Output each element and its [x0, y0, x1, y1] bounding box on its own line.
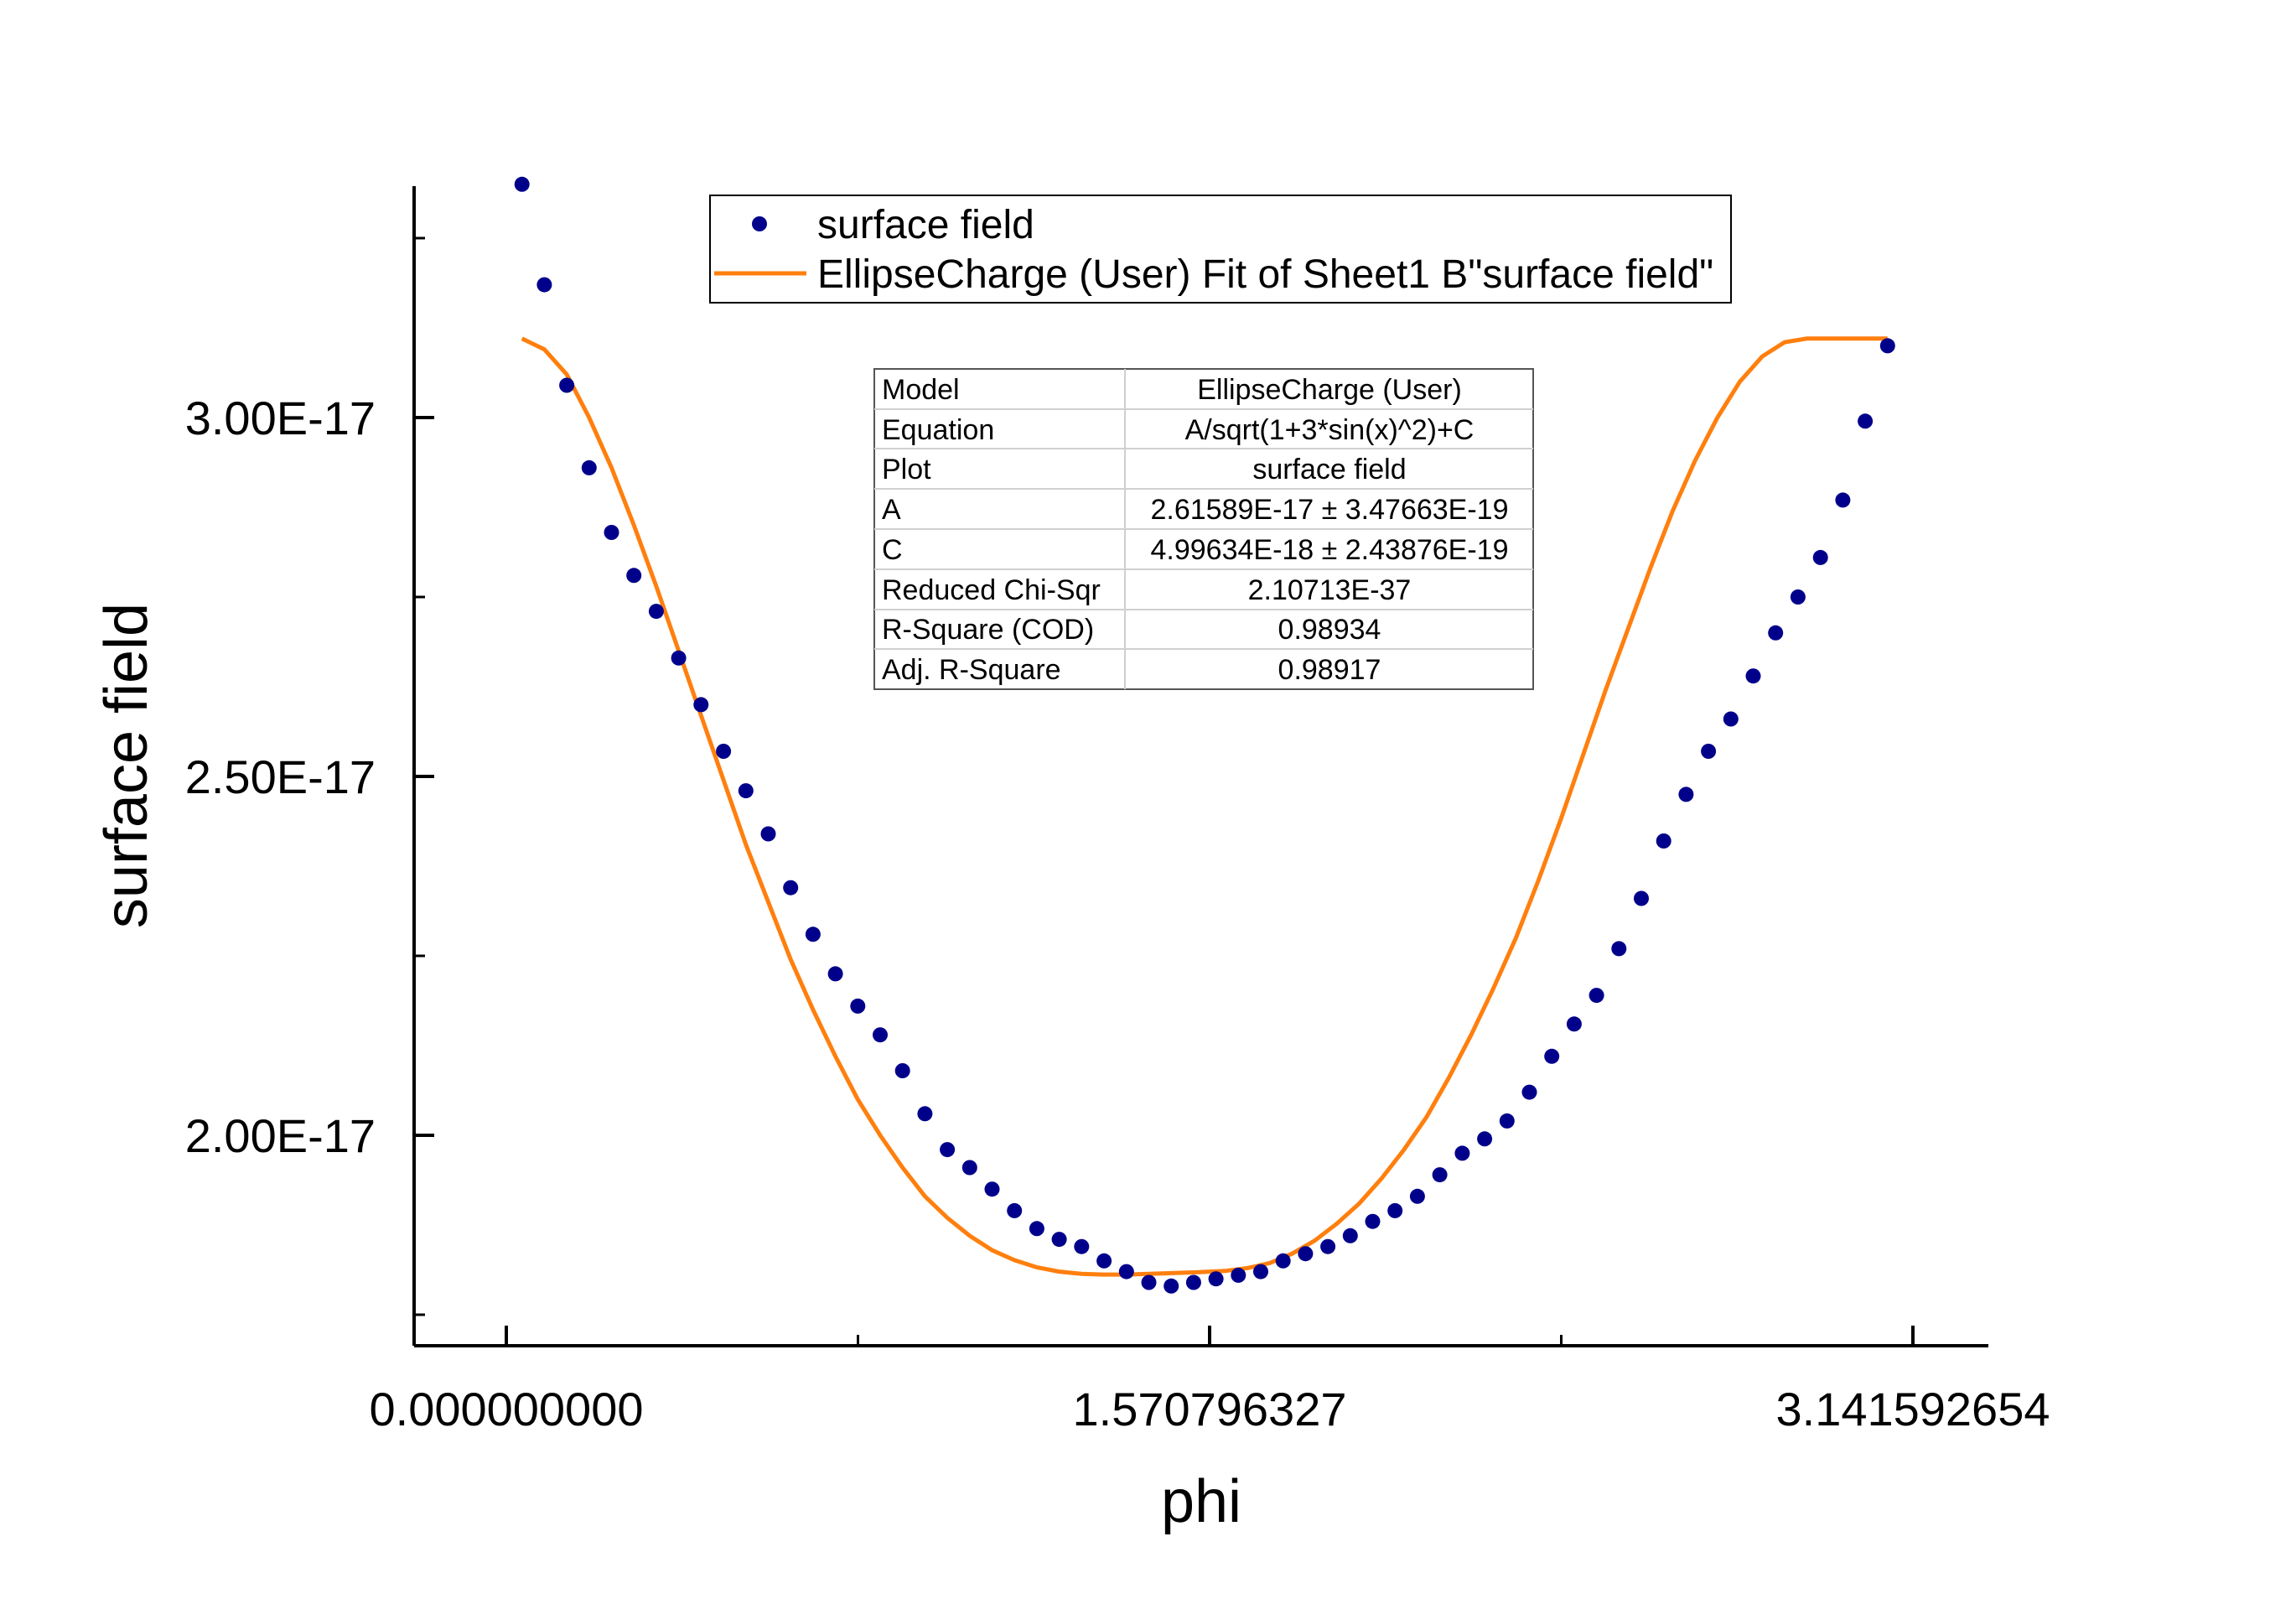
fit-table-value-a: 2.61589E-17 ± 3.47663E-19	[1151, 494, 1509, 526]
y-ticks: 2.00E-17 2.50E-17 3.00E-17	[185, 236, 434, 1316]
axes	[412, 186, 1988, 1347]
data-point	[1029, 1221, 1044, 1237]
legend: surface field EllipseCharge (User) Fit o…	[709, 195, 1732, 304]
fit-table-value-r-square: 0.98934	[1278, 614, 1381, 646]
data-point	[1521, 1084, 1537, 1100]
data-point	[1611, 941, 1627, 957]
data-point	[738, 783, 754, 799]
x-tick-label: 3.141592654	[1775, 1383, 2050, 1435]
data-point	[1231, 1267, 1246, 1283]
data-point	[1723, 711, 1739, 727]
data-point	[1589, 988, 1604, 1004]
fit-table: Model EllipseCharge (User) Equation A/sq…	[873, 368, 1534, 690]
data-point	[827, 966, 843, 982]
legend-box	[709, 195, 1732, 304]
data-point	[514, 176, 530, 192]
data-point	[1118, 1264, 1134, 1280]
data-point	[1499, 1113, 1515, 1129]
data-point	[783, 880, 799, 895]
data-point	[1275, 1253, 1291, 1269]
fit-table-key-a: A	[882, 494, 901, 526]
fit-table-value-adj-r-square: 0.98917	[1278, 654, 1381, 686]
x-ticks: 0.000000000 1.570796327 3.141592654	[369, 1326, 2050, 1435]
data-point	[1141, 1274, 1157, 1290]
y-axis-title: surface field	[93, 603, 160, 928]
y-tick-label: 2.00E-17	[185, 1109, 376, 1162]
data-point	[1745, 668, 1761, 684]
data-point	[1432, 1167, 1448, 1183]
data-point	[1051, 1232, 1067, 1248]
fit-table-key-adj-r-square: Adj. R-Square	[882, 654, 1061, 686]
data-point	[626, 568, 642, 584]
data-point	[1387, 1202, 1403, 1218]
data-point	[1790, 589, 1806, 605]
y-tick-label: 3.00E-17	[185, 392, 376, 444]
data-point	[850, 998, 866, 1014]
data-point	[1164, 1278, 1179, 1294]
scatter-points	[514, 176, 1895, 1294]
data-point	[1656, 833, 1671, 849]
data-point	[1342, 1228, 1358, 1243]
fit-table-value-reduced-chi-sqr: 2.10713E-37	[1248, 574, 1412, 606]
data-point	[1701, 744, 1717, 759]
fit-table-value-model: EllipseCharge (User)	[1197, 374, 1462, 406]
fit-table-value-c: 4.99634E-18 ± 2.43876E-19	[1151, 534, 1509, 566]
data-point	[1096, 1253, 1112, 1269]
data-point	[1365, 1213, 1381, 1229]
data-point	[1074, 1238, 1090, 1254]
data-point	[671, 650, 687, 666]
data-point	[894, 1063, 910, 1078]
data-point	[693, 697, 709, 713]
y-tick-label: 2.50E-17	[185, 750, 376, 803]
data-point	[1007, 1202, 1023, 1218]
data-point	[1812, 549, 1828, 565]
data-point	[1544, 1048, 1560, 1064]
fit-table-key-c: C	[882, 534, 903, 566]
legend-label-surface-field: surface field	[817, 203, 1034, 247]
x-tick-label: 1.570796327	[1072, 1383, 1346, 1435]
data-point	[1298, 1246, 1314, 1262]
data-point	[581, 459, 597, 475]
data-point	[1253, 1264, 1268, 1280]
data-point	[648, 604, 664, 620]
data-point	[1678, 786, 1694, 802]
fit-table-key-model: Model	[882, 374, 960, 406]
fit-table-key-equation: Equation	[882, 414, 994, 446]
data-point	[1566, 1016, 1582, 1032]
fit-table-key-plot: Plot	[882, 454, 931, 485]
x-axis-title: phi	[1161, 1468, 1241, 1535]
data-point	[940, 1142, 956, 1158]
data-point	[1185, 1274, 1201, 1290]
fit-line	[521, 336, 1888, 1277]
data-point	[1454, 1145, 1470, 1161]
fit-table-value-equation: A/sqrt(1+3*sin(x)^2)+C	[1185, 414, 1475, 446]
fit-table-key-r-square: R-Square (COD)	[882, 614, 1094, 646]
data-point	[1879, 338, 1895, 354]
data-point	[873, 1027, 888, 1043]
data-point	[1477, 1131, 1493, 1147]
data-point	[1409, 1188, 1425, 1204]
data-point	[1768, 625, 1784, 641]
data-point	[1320, 1238, 1336, 1254]
fit-table-value-plot: surface field	[1252, 454, 1406, 485]
data-point	[536, 277, 552, 293]
data-point	[604, 525, 619, 540]
data-point	[805, 927, 821, 942]
fit-table-key-reduced-chi-sqr: Reduced Chi-Sqr	[882, 574, 1101, 606]
data-point	[1858, 413, 1874, 429]
data-point	[1634, 890, 1649, 906]
legend-label-fit: EllipseCharge (User) Fit of Sheet1 B"sur…	[817, 252, 1713, 297]
data-point	[917, 1106, 933, 1122]
fit-line-group	[521, 336, 1888, 1277]
data-point	[716, 744, 732, 759]
data-point	[1208, 1271, 1224, 1287]
x-tick-label: 0.000000000	[369, 1383, 643, 1435]
legend-marker-surface-field	[752, 216, 767, 231]
data-point	[984, 1181, 1000, 1197]
data-point	[760, 826, 776, 842]
data-point	[1835, 492, 1851, 508]
data-point	[961, 1160, 977, 1176]
data-point	[559, 377, 575, 393]
